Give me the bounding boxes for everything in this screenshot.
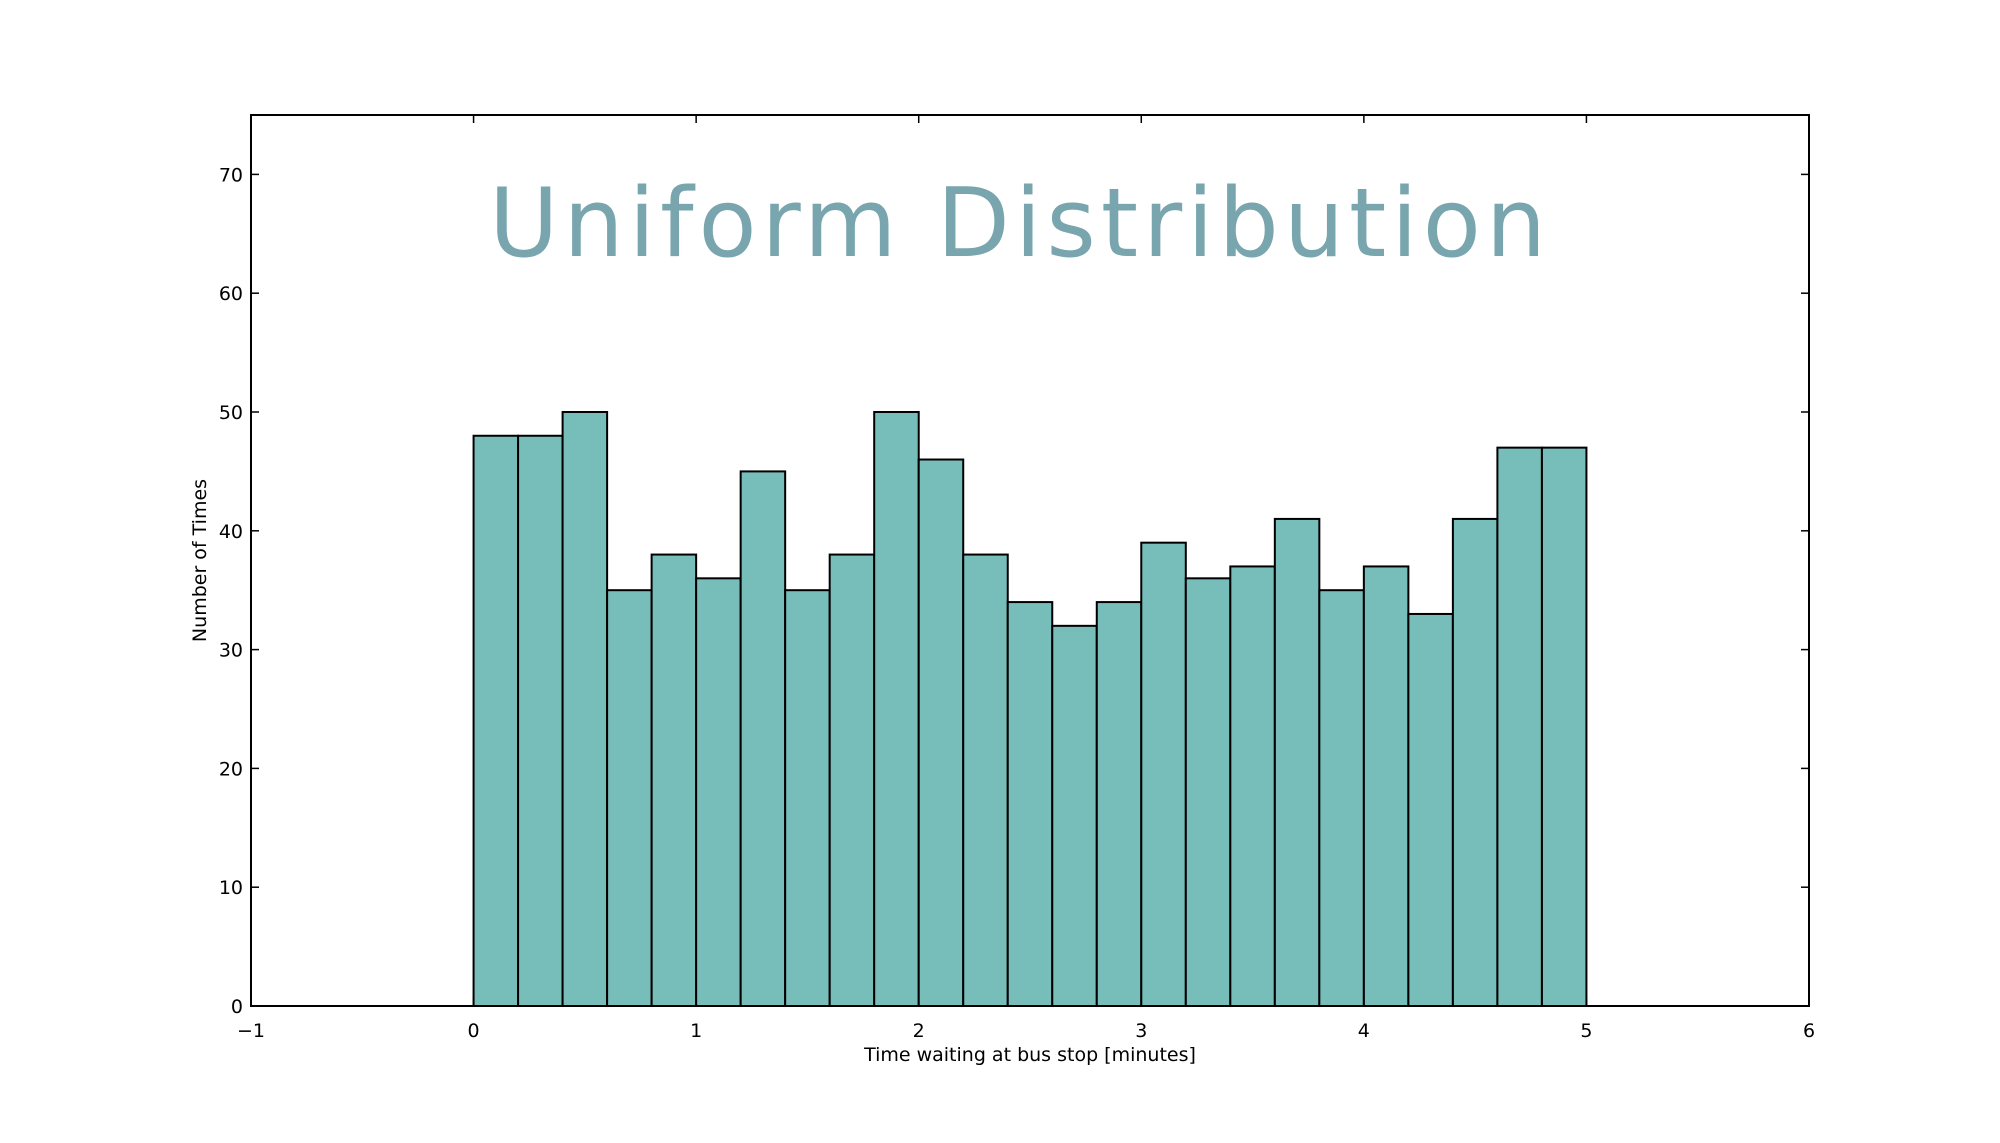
histogram-bar-5: [695, 577, 742, 1007]
histogram-bar-16: [1184, 577, 1232, 1007]
x-tick-label-5: 4: [1358, 1020, 1370, 1042]
y-tick-label-5: 50: [219, 402, 243, 424]
histogram-bar-1: [517, 434, 564, 1007]
y-tick-label-7: 70: [219, 164, 243, 186]
y-tick-label-6: 60: [219, 283, 243, 305]
histogram-bar-12: [1006, 601, 1054, 1008]
ticks-group: [250, 115, 1810, 1007]
histogram-bar-8: [828, 553, 876, 1007]
histogram-bar-4: [650, 553, 698, 1007]
x-tick-label-6: 5: [1580, 1020, 1592, 1042]
histogram-bar-11: [962, 553, 1009, 1007]
x-axis-label: Time waiting at bus stop [minutes]: [863, 1044, 1196, 1066]
x-tick-label-2: 1: [690, 1020, 702, 1042]
chart-title: Uniform Distribution: [489, 169, 1551, 279]
y-axis-label: Number of Times: [189, 479, 211, 642]
x-tick-label-0: −1: [237, 1020, 265, 1042]
histogram-bar-3: [606, 589, 653, 1007]
histogram-bar-15: [1140, 541, 1187, 1007]
histogram-bar-7: [784, 589, 831, 1007]
histogram-bar-20: [1362, 565, 1410, 1007]
y-tick-label-1: 10: [219, 877, 243, 899]
x-tick-label-7: 6: [1803, 1020, 1815, 1042]
histogram-bar-14: [1095, 601, 1143, 1008]
histogram-bar-24: [1540, 446, 1588, 1007]
histogram-bar-13: [1051, 624, 1098, 1008]
y-tick-label-0: 0: [231, 996, 243, 1018]
histogram-bar-23: [1496, 446, 1543, 1007]
histogram-bar-2: [561, 411, 609, 1007]
x-tick-label-4: 3: [1135, 1020, 1147, 1042]
histogram-bar-9: [873, 411, 920, 1007]
y-tick-label-4: 40: [219, 521, 243, 543]
y-tick-label-2: 20: [219, 758, 243, 780]
histogram-bar-6: [739, 470, 787, 1007]
bars-group: [472, 411, 1588, 1008]
histogram-bar-21: [1407, 612, 1454, 1008]
y-tick-label-3: 30: [219, 640, 243, 662]
x-tick-label-1: 0: [468, 1020, 480, 1042]
histogram-bar-22: [1451, 517, 1499, 1007]
histogram-bar-0: [472, 434, 520, 1007]
histogram-bar-10: [917, 458, 965, 1007]
histogram-bar-19: [1318, 589, 1365, 1007]
histogram-bar-17: [1229, 565, 1276, 1007]
x-tick-label-3: 2: [913, 1020, 925, 1042]
histogram-bar-18: [1273, 517, 1321, 1007]
plot-frame: [250, 114, 1810, 1007]
